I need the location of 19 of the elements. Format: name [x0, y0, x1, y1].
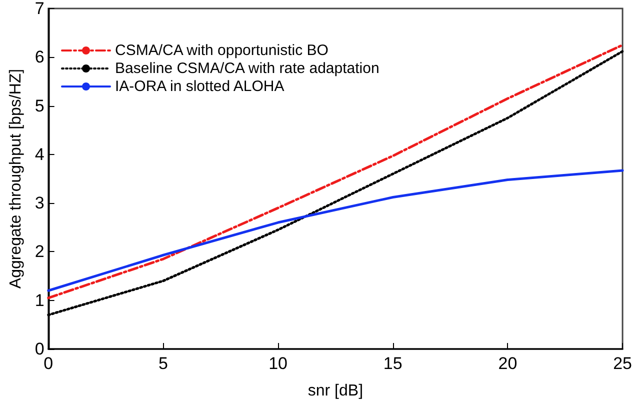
y-tick-label: 7	[34, 0, 44, 18]
y-tick-label: 3	[34, 194, 44, 213]
x-tick-label: 15	[383, 354, 402, 373]
y-tick-label: 0	[34, 340, 44, 358]
y-tick-label: 5	[34, 96, 44, 116]
y-tick-label: 1	[34, 290, 44, 310]
line-series	[47, 169, 624, 292]
legend-label: CSMA/CA with opportunistic BO	[115, 42, 328, 59]
y-tick-label: 4	[34, 144, 44, 164]
x-tick-label: 20	[498, 354, 518, 373]
x-tick-label: 10	[268, 354, 288, 373]
legend-label: IA-ORA in slotted ALOHA	[115, 78, 284, 95]
legend-label: Baseline CSMA/CA with rate adaptation	[115, 60, 380, 77]
x-axis-title: snr [dB]	[308, 382, 364, 400]
y-tick-label: 2	[34, 242, 44, 262]
y-tick-label: 6	[34, 48, 44, 67]
x-tick-label: 5	[158, 354, 168, 373]
x-tick-label: 25	[613, 354, 632, 373]
y-axis-title: Aggregate throughput [bps/HZ]	[8, 68, 24, 289]
